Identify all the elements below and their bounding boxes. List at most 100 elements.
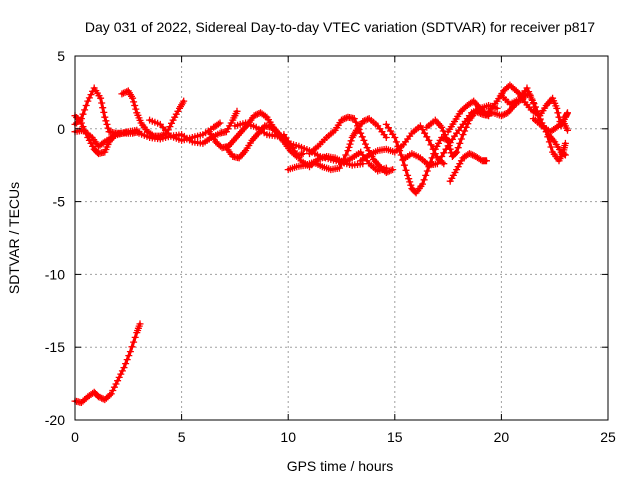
y-tick-label: 5 (57, 48, 65, 64)
data-point (440, 149, 448, 157)
data-point (391, 134, 399, 141)
data-point (347, 137, 355, 145)
data-point (427, 141, 435, 149)
data-point (469, 151, 477, 159)
data-point (99, 395, 107, 403)
y-tick-label: 0 (57, 121, 65, 137)
data-point (338, 160, 345, 168)
data-point (416, 122, 424, 130)
y-tick-label: -10 (45, 266, 65, 282)
data-point (467, 150, 475, 158)
data-point (346, 140, 354, 148)
data-point (352, 118, 360, 126)
data-point (547, 143, 555, 151)
data-point (89, 87, 97, 95)
data-point (397, 151, 405, 159)
data-point (428, 154, 436, 162)
data-point (87, 91, 95, 99)
y-tick-label: -5 (53, 194, 66, 210)
data-point (126, 348, 134, 356)
data-point (114, 377, 122, 385)
data-point (136, 320, 144, 328)
x-tick-label: 20 (494, 429, 510, 445)
data-point (216, 119, 224, 127)
data-point (168, 119, 175, 127)
data-point (382, 134, 390, 141)
data-point (423, 167, 431, 175)
data-point (84, 97, 92, 105)
data-point (129, 94, 137, 102)
series-low-branch (73, 322, 142, 404)
data-point (402, 166, 410, 174)
data-point (512, 87, 520, 95)
data-point (120, 364, 128, 372)
data-point (497, 112, 505, 120)
data-point (123, 356, 131, 364)
data-point (81, 106, 89, 114)
data-point (440, 160, 448, 168)
series-markers-low-branch (71, 320, 144, 406)
data-point (439, 127, 447, 135)
data-point (267, 123, 275, 131)
data-point (443, 134, 450, 142)
data-point (85, 94, 93, 102)
x-tick-label: 10 (280, 429, 296, 445)
data-point (82, 102, 90, 109)
data-point (355, 126, 363, 133)
data-point (345, 143, 353, 151)
data-point (272, 128, 280, 136)
data-point (523, 84, 531, 92)
data-point (555, 113, 563, 121)
data-point (107, 390, 115, 398)
data-point (77, 119, 85, 127)
data-point (103, 120, 111, 128)
data-point (364, 115, 372, 123)
data-point (425, 136, 433, 144)
data-point (97, 94, 105, 102)
data-point (430, 150, 438, 158)
data-point (389, 166, 397, 174)
data-point (454, 144, 462, 152)
data-point (104, 124, 112, 132)
data-point (95, 393, 102, 401)
data-point (396, 147, 404, 155)
data-point (472, 107, 480, 115)
data-point (468, 98, 476, 106)
data-point (528, 95, 536, 103)
data-point (452, 149, 460, 157)
data-point (462, 123, 470, 131)
data-point (100, 108, 108, 116)
series-markers-track-k (284, 115, 390, 174)
data-point (384, 168, 392, 176)
data-point (357, 129, 365, 137)
data-point (457, 135, 465, 143)
data-point (445, 142, 453, 149)
axis-layer: 0 5 10 15 20 25 -20 -15 -10 -5 0 5 (45, 48, 616, 445)
data-point (120, 89, 127, 97)
data-point (299, 150, 307, 158)
data-point (261, 112, 269, 120)
data-point (481, 109, 489, 117)
data-point (344, 147, 352, 155)
data-point (422, 171, 430, 179)
data-point (360, 117, 368, 125)
data-point (564, 126, 571, 134)
data-point (453, 148, 461, 156)
series-markers-track-p (423, 107, 493, 160)
data-point (339, 115, 347, 123)
data-point (115, 373, 123, 381)
data-point (456, 139, 464, 147)
data-point (102, 394, 110, 402)
series-markers-track-r (446, 150, 490, 185)
data-point (132, 105, 140, 113)
data-point (118, 129, 126, 137)
data-point (529, 99, 537, 107)
x-tick-label: 25 (600, 429, 616, 445)
y-axis-label: SDTVAR / TECUs (6, 182, 22, 294)
data-point (545, 138, 553, 146)
data-point (99, 139, 107, 147)
grid-layer (75, 56, 608, 420)
series-markers-track-v (529, 115, 571, 136)
